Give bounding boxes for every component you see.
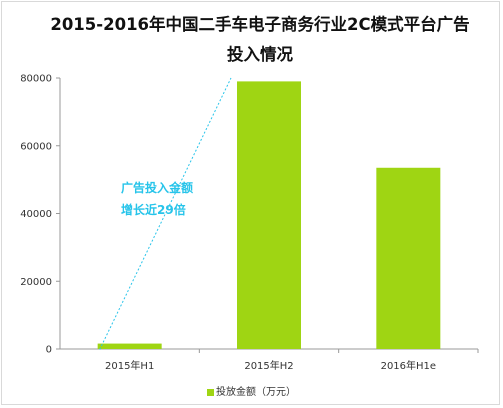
legend-swatch [207,388,214,396]
chart-title-line-1: 2015-2016年中国二手车电子商务行业2C模式平台广告 [50,15,470,34]
x-tick-label: 2016年H1e [381,359,436,372]
bar [376,167,441,349]
y-tick-label: 20000 [20,277,52,288]
x-tick-label: 2015年H1 [105,359,154,372]
annotation-label: 增长近29倍 [121,202,186,217]
bar [237,81,301,349]
legend-label: 投放金额（万元） [216,387,296,398]
annotation-label: 广告投入金额 [121,180,193,195]
y-tick-label: 0 [46,345,52,356]
y-tick-label: 80000 [20,74,52,85]
y-tick-label: 40000 [20,209,52,220]
x-tick-label: 2015年H2 [244,359,293,372]
chart-legend: 投放金额（万元） [0,383,503,398]
chart-title-line-2: 投入情况 [227,45,293,64]
y-tick-label: 60000 [20,141,52,152]
bar [97,343,162,349]
